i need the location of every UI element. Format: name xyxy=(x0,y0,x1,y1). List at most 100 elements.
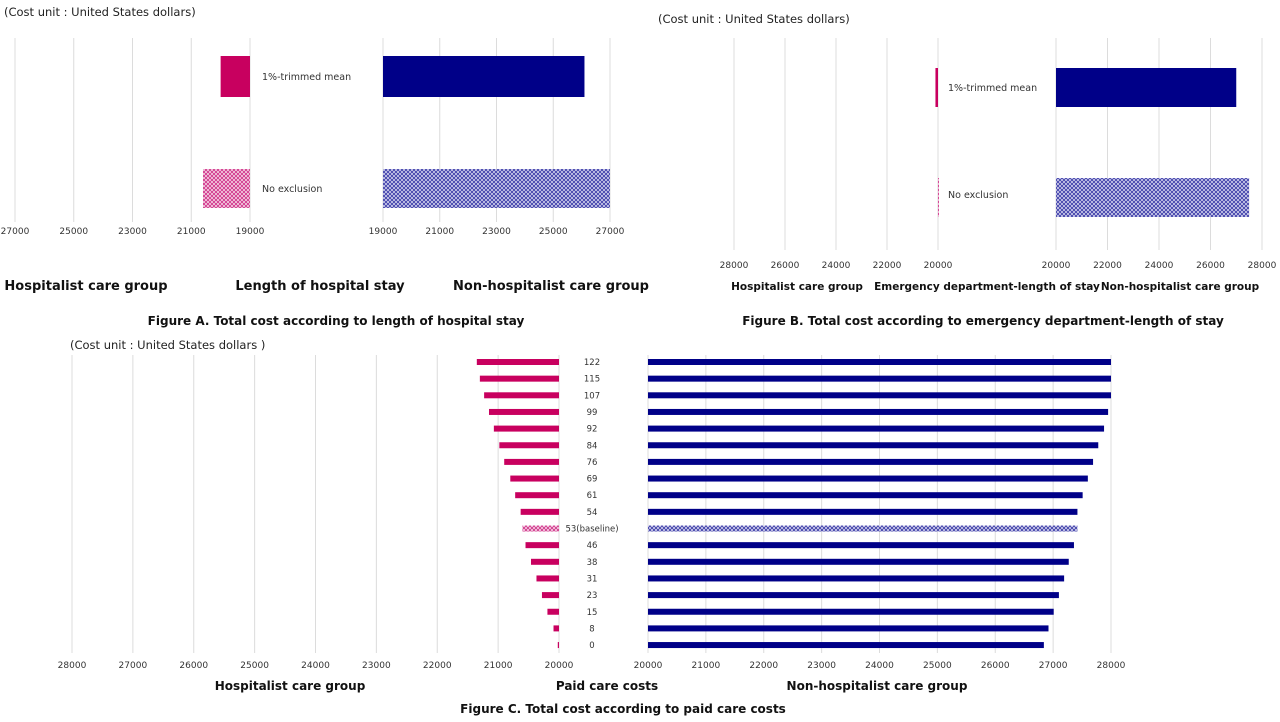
bar-hospitalist xyxy=(484,392,559,399)
x-tick-label: 22000 xyxy=(749,661,778,671)
bar-non-hospitalist xyxy=(1056,68,1237,107)
x-tick-label: 24000 xyxy=(301,661,330,671)
category-label: 115 xyxy=(584,375,600,385)
x-tick-label: 24000 xyxy=(1145,261,1174,271)
bar-hospitalist xyxy=(536,575,559,582)
bar-hospitalist xyxy=(522,525,559,532)
bar-non-hospitalist xyxy=(648,458,1094,465)
x-tick-label: 25000 xyxy=(923,661,952,671)
category-label: 122 xyxy=(584,358,600,368)
x-tick-label: 22000 xyxy=(873,261,902,271)
category-label: 23 xyxy=(587,591,598,601)
x-tick-label: 23000 xyxy=(482,227,511,237)
category-label: 54 xyxy=(587,508,598,518)
figure-b-right-title: Non-hospitalist care group xyxy=(1101,281,1260,293)
x-tick-label: 27000 xyxy=(1,227,30,237)
figure-a-cost-unit: (Cost unit : United States dollars) xyxy=(4,5,196,19)
bar-non-hospitalist xyxy=(648,542,1074,549)
category-label: 46 xyxy=(587,541,598,551)
x-tick-label: 20000 xyxy=(634,661,663,671)
figure-c-center-title: Paid care costs xyxy=(556,679,658,693)
category-label: 53(baseline) xyxy=(565,525,618,535)
category-label: 0 xyxy=(589,641,594,651)
bar-hospitalist xyxy=(557,642,559,649)
figure-a-right-title: Non-hospitalist care group xyxy=(453,279,649,294)
category-label: 15 xyxy=(587,608,598,618)
x-tick-label: 23000 xyxy=(118,227,147,237)
bar-non-hospitalist xyxy=(383,56,585,97)
bar-hospitalist xyxy=(510,475,559,482)
category-label: 92 xyxy=(587,425,598,435)
x-tick-label: 20000 xyxy=(924,261,953,271)
category-label: 107 xyxy=(584,391,600,401)
bar-hospitalist xyxy=(493,425,559,432)
bar-non-hospitalist xyxy=(648,625,1049,632)
x-tick-label: 21000 xyxy=(692,661,721,671)
figure-b-category-no-exclusion: No exclusion xyxy=(948,190,1008,201)
figure-b: (Cost unit : United States dollars) 2800… xyxy=(658,12,1277,328)
bar-hospitalist xyxy=(553,625,559,632)
x-tick-label: 20000 xyxy=(1042,261,1071,271)
x-tick-label: 28000 xyxy=(720,261,749,271)
figure-b-category-trimmed: 1%-trimmed mean xyxy=(948,83,1037,94)
x-tick-label: 28000 xyxy=(58,661,87,671)
x-tick-label: 22000 xyxy=(423,661,452,671)
bar-hospitalist xyxy=(938,178,939,217)
bar-non-hospitalist xyxy=(648,442,1099,449)
category-label: 61 xyxy=(587,491,598,501)
figure-a-left-title: Hospitalist care group xyxy=(4,279,167,294)
bar-non-hospitalist xyxy=(648,642,1044,649)
bar-hospitalist xyxy=(488,408,559,415)
x-tick-label: 25000 xyxy=(59,227,88,237)
figure-a-center-title: Length of hospital stay xyxy=(235,279,405,294)
bar-hospitalist xyxy=(476,359,559,365)
x-tick-label: 24000 xyxy=(865,661,894,671)
bar-non-hospitalist xyxy=(648,375,1111,382)
x-tick-label: 19000 xyxy=(369,227,398,237)
x-tick-label: 22000 xyxy=(1093,261,1122,271)
x-tick-label: 23000 xyxy=(807,661,836,671)
bar-non-hospitalist xyxy=(648,475,1088,482)
bar-non-hospitalist xyxy=(648,575,1065,582)
bar-hospitalist xyxy=(203,169,250,208)
bar-hospitalist xyxy=(499,442,559,449)
bar-non-hospitalist xyxy=(648,408,1109,415)
x-tick-label: 27000 xyxy=(596,227,625,237)
category-label: 84 xyxy=(587,441,598,451)
bar-non-hospitalist xyxy=(648,525,1078,532)
figure-b-cost-unit: (Cost unit : United States dollars) xyxy=(658,12,850,26)
figure-c: (Cost unit : United States dollars ) 280… xyxy=(58,338,1126,716)
x-tick-label: 27000 xyxy=(1039,661,1068,671)
bar-non-hospitalist xyxy=(648,425,1105,432)
bar-non-hospitalist xyxy=(383,169,610,208)
figure-c-left-title: Hospitalist care group xyxy=(215,679,366,693)
bar-hospitalist xyxy=(520,508,559,515)
category-label: 99 xyxy=(587,408,598,418)
figure-c-caption: Figure C. Total cost according to paid c… xyxy=(460,702,786,716)
x-tick-label: 27000 xyxy=(119,661,148,671)
bar-non-hospitalist xyxy=(648,492,1083,499)
x-tick-label: 26000 xyxy=(1196,261,1225,271)
bar-non-hospitalist xyxy=(648,392,1111,399)
bar-non-hospitalist xyxy=(648,558,1069,565)
x-tick-label: 24000 xyxy=(822,261,851,271)
x-tick-label: 21000 xyxy=(425,227,454,237)
x-tick-label: 19000 xyxy=(236,227,265,237)
figure-a-category-trimmed: 1%-trimmed mean xyxy=(262,72,351,83)
x-tick-label: 25000 xyxy=(539,227,568,237)
x-tick-label: 26000 xyxy=(981,661,1010,671)
figure-a-caption: Figure A. Total cost according to length… xyxy=(148,314,525,328)
x-tick-label: 23000 xyxy=(362,661,391,671)
figure-b-left-title: Hospitalist care group xyxy=(731,281,863,293)
category-label: 76 xyxy=(587,458,598,468)
bar-hospitalist xyxy=(479,375,559,382)
x-tick-label: 25000 xyxy=(240,661,269,671)
x-tick-label: 21000 xyxy=(484,661,513,671)
x-tick-label: 26000 xyxy=(771,261,800,271)
bar-hospitalist xyxy=(541,592,559,599)
category-label: 8 xyxy=(589,624,594,634)
bar-hospitalist xyxy=(547,608,559,615)
bar-non-hospitalist xyxy=(648,608,1054,615)
x-tick-label: 26000 xyxy=(179,661,208,671)
bar-hospitalist xyxy=(515,492,559,499)
